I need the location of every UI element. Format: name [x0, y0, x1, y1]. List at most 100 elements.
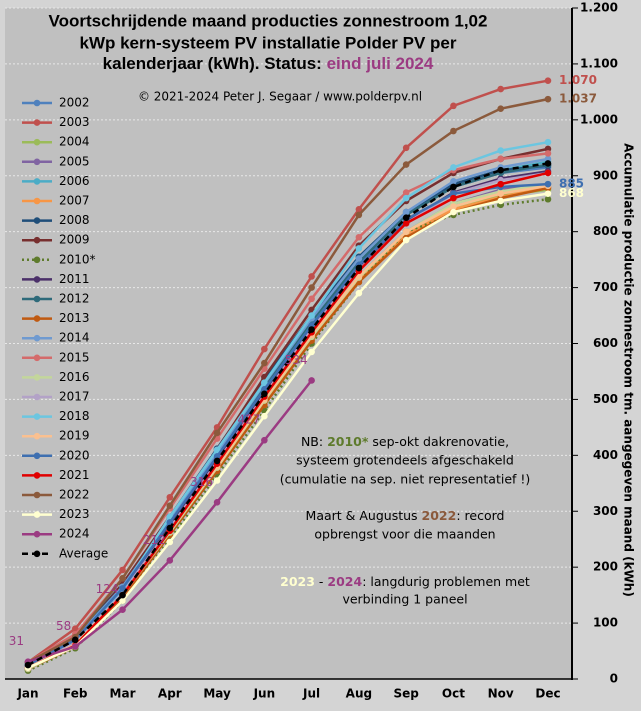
note: NB:: [301, 434, 327, 449]
legend-label: 2005: [59, 154, 90, 168]
x-tick-label: Aug: [346, 687, 372, 701]
point: [450, 208, 457, 216]
title: kalenderjaar (kWh). Status: eind juli 20…: [103, 54, 434, 73]
note: opbrengst voor die maanden: [314, 527, 495, 542]
point: [166, 538, 174, 546]
y-tick-label: 1.200: [580, 1, 618, 15]
point: [497, 180, 505, 188]
legend-label: 2020: [59, 448, 90, 462]
data-label: 534: [285, 353, 308, 367]
point: [261, 436, 268, 444]
legend-label: 2017: [59, 390, 90, 404]
legend-label: 2022: [59, 488, 90, 502]
point: [166, 557, 174, 564]
legend-marker: [33, 119, 41, 126]
note: 2023 - 2024: langdurig problemen met: [280, 574, 530, 589]
legend-label: 2008: [59, 213, 90, 227]
subtitle: © 2021-2024 Peter J. Segaar / www.polder…: [138, 90, 422, 104]
point: [119, 585, 126, 592]
legend-marker: [33, 491, 41, 499]
point: [402, 236, 410, 244]
legend-marker: [33, 374, 41, 381]
y-tick-label: 200: [593, 560, 618, 574]
legend-label: 2006: [59, 174, 90, 188]
legend-label: 2019: [59, 429, 90, 443]
data-label: 427: [237, 413, 260, 427]
legend-marker: [33, 432, 41, 440]
data-label: 1.037: [559, 92, 597, 106]
point: [450, 194, 457, 202]
note: -: [315, 574, 327, 589]
y-tick-label: 900: [593, 168, 618, 182]
series-line: [27, 192, 549, 669]
legend-marker: [33, 550, 41, 558]
point: [213, 446, 221, 454]
point: [308, 284, 315, 291]
legend-label: 2009: [59, 233, 90, 247]
legend-label: 2013: [59, 311, 90, 325]
point: [497, 197, 505, 205]
legend-label: 2016: [59, 370, 90, 384]
y-tick-label: 100: [593, 616, 618, 630]
note: verbinding 1 paneel: [342, 592, 467, 607]
legend-label: 2002: [59, 96, 90, 110]
point: [308, 326, 315, 333]
point: [213, 429, 221, 437]
note: NB: 2010* sep-okt dakrenovatie,: [301, 434, 509, 449]
x-tick-label: Jan: [16, 687, 38, 701]
x-tick-label: Mar: [110, 687, 136, 701]
data-label: 58: [56, 619, 71, 633]
y-tick-label: 500: [593, 392, 618, 406]
data-label: 31: [9, 634, 24, 648]
legend-label: 2010*: [59, 252, 96, 266]
legend-marker: [33, 178, 41, 185]
point: [308, 295, 315, 303]
point: [119, 575, 126, 582]
note: sep-okt dakrenovatie,: [368, 434, 509, 449]
point: [213, 477, 221, 484]
point: [355, 264, 363, 272]
series-line: [27, 182, 549, 667]
point: [308, 273, 315, 280]
legend-marker: [33, 530, 41, 538]
note: : langdurig problemen met: [362, 574, 530, 589]
data-label: 1.070: [559, 73, 597, 87]
title: Voortschrijdende maand producties zonnes…: [49, 11, 488, 30]
y-tick-label: 300: [593, 504, 618, 518]
x-tick-label: Jun: [253, 687, 276, 701]
data-label: 316: [190, 475, 213, 489]
point: [355, 245, 363, 252]
point: [402, 208, 410, 216]
point: [355, 233, 363, 241]
data-label: 885: [559, 177, 584, 191]
series-line: [27, 79, 549, 664]
legend-marker: [33, 99, 41, 107]
point: [497, 166, 505, 174]
y-tick-label: 400: [593, 448, 618, 462]
title: kalenderjaar (kWh). Status:: [103, 54, 327, 73]
point: [355, 255, 363, 262]
legend-label: 2024: [59, 527, 90, 541]
legend-label: 2004: [59, 135, 90, 149]
lines: [24, 77, 552, 674]
y-tick-label: 700: [593, 280, 618, 294]
point: [497, 155, 505, 163]
point: [308, 312, 315, 319]
y-tick-label: 800: [593, 224, 618, 238]
point: [544, 150, 552, 157]
point: [497, 190, 505, 197]
legend-marker: [33, 158, 41, 166]
point: [213, 457, 221, 465]
status: eind juli 2024: [327, 54, 434, 73]
note: 2022: [422, 508, 457, 523]
note: systeem grotendeels afgeschakeld: [296, 453, 514, 468]
legend-marker: [33, 393, 41, 401]
point: [544, 190, 552, 197]
point: [71, 625, 79, 632]
y-tick-label: 600: [593, 336, 618, 350]
legend-marker: [33, 295, 41, 303]
point: [450, 127, 457, 135]
point: [544, 169, 552, 177]
point: [355, 289, 363, 297]
